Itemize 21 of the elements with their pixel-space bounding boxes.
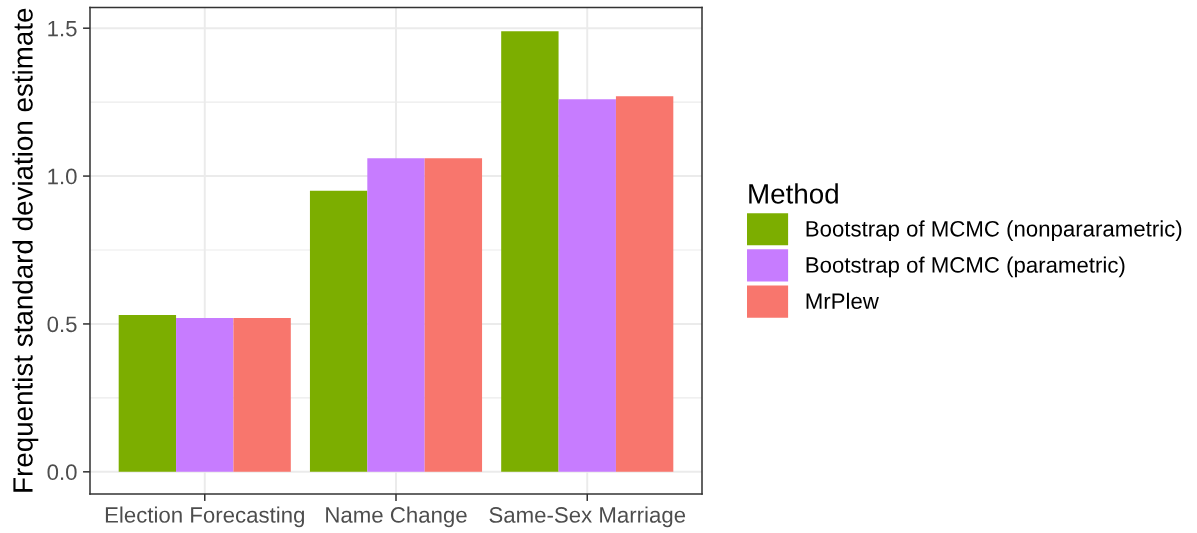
bar: [424, 158, 483, 472]
bar: [615, 96, 674, 472]
bar: [558, 99, 616, 472]
bar: [367, 158, 425, 472]
bar: [309, 190, 368, 472]
legend-label: Bootstrap of MCMC (nonpararametric): [806, 220, 1182, 242]
x-tick-label: Name Change: [326, 506, 467, 528]
bar: [118, 315, 177, 472]
bar: [233, 318, 291, 472]
legend-label: Bootstrap of MCMC (parametric): [806, 256, 1125, 278]
y-tick-label: 1.5: [48, 20, 77, 37]
legend-title: Method: [749, 183, 838, 204]
x-tick-label: Election Forecasting: [105, 506, 304, 528]
bar: [501, 31, 559, 472]
legend-label: MrPlew: [806, 292, 879, 309]
bar: [176, 318, 234, 472]
y-tick-label: 0.5: [47, 316, 77, 333]
y-tick-label: 0.0: [47, 464, 77, 481]
y-axis-title: Frequentist standard deviation estimate: [12, 8, 39, 492]
y-tick-label: 1.0: [48, 168, 77, 185]
x-tick-label: Same-Sex Marriage: [489, 506, 686, 528]
